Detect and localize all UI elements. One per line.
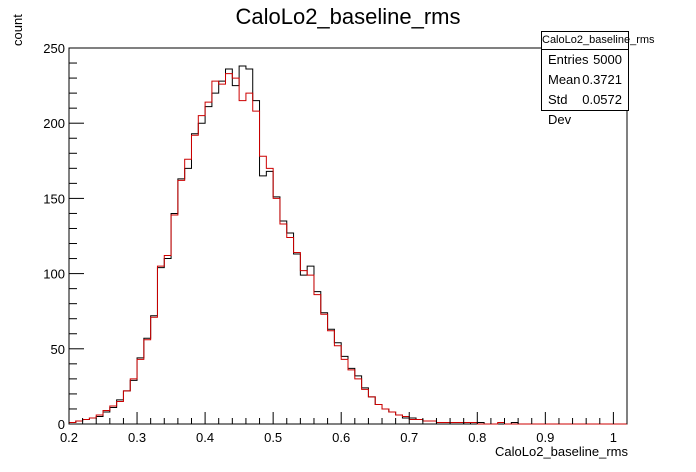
histogram-series bbox=[68, 65, 627, 425]
x-tick-label: 0.9 bbox=[536, 430, 554, 445]
y-tick-label: 250 bbox=[43, 41, 65, 56]
x-tick-label: 0.3 bbox=[128, 430, 146, 445]
stats-stddev-value: 0.0572 bbox=[582, 92, 622, 107]
stats-box: CaloLo2_baseline_rms Entries 5000 Mean 0… bbox=[541, 31, 655, 127]
x-tick-label: 0.8 bbox=[468, 430, 486, 445]
y-tick-label: 0 bbox=[58, 417, 65, 432]
x-tick-label: 0.7 bbox=[400, 430, 418, 445]
stats-stddev-row: Std Dev 0.0572 bbox=[542, 90, 628, 127]
x-tick-label: 0.6 bbox=[332, 430, 350, 445]
y-tick-label: 200 bbox=[43, 116, 65, 131]
axes: 0.2 0.3 0.4 0.5 0.6 0.7 0.8 0.9 1 0 50 100 150 200 250 bbox=[43, 41, 628, 445]
stats-entries-label: Entries bbox=[548, 52, 589, 67]
x-tick-label: 0.5 bbox=[264, 430, 282, 445]
histogram-line-1 bbox=[68, 73, 627, 425]
x-tick-label: 1 bbox=[610, 430, 617, 445]
y-tick-label: 100 bbox=[43, 267, 65, 282]
stats-stddev-label: Std Dev bbox=[548, 92, 572, 127]
x-axis-label: CaloLo2_baseline_rms bbox=[495, 444, 628, 459]
y-tick-label: 50 bbox=[51, 342, 65, 357]
stats-mean-row: Mean 0.3721 bbox=[542, 70, 628, 90]
stats-mean-label: Mean bbox=[548, 72, 581, 87]
x-tick-label: 0.4 bbox=[196, 430, 214, 445]
chart-title: CaloLo2_baseline_rms bbox=[235, 4, 461, 29]
plot-frame bbox=[68, 47, 628, 425]
y-tick-label: 150 bbox=[43, 191, 65, 206]
x-tick-label: 0.2 bbox=[60, 430, 78, 445]
stats-entries-value: 5000 bbox=[593, 52, 622, 67]
stats-mean-value: 0.3721 bbox=[582, 72, 622, 87]
plot-frame-rect bbox=[68, 47, 628, 425]
stats-title: CaloLo2_baseline_rms bbox=[542, 32, 655, 50]
y-axis-label: count bbox=[10, 14, 25, 46]
stats-entries-row: Entries 5000 bbox=[542, 50, 628, 70]
